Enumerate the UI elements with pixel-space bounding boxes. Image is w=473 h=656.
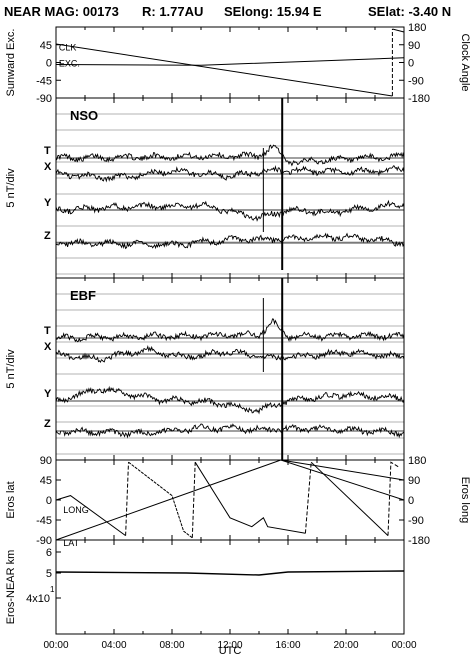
eros-lat-annotation: LAT xyxy=(63,538,79,548)
eros-long-ytick-label: -180 xyxy=(408,535,430,547)
eros-long-axis-label: Eros long xyxy=(459,477,471,523)
sunward-ytick-label: 45 xyxy=(40,40,52,52)
selong-label: SElong: 15.94 E xyxy=(224,4,322,19)
ebf-trace-T xyxy=(55,318,405,343)
exc-annotation: EXC. xyxy=(59,58,80,68)
eros-long-wrap-2 xyxy=(191,462,196,538)
eros-long-ytick-label: -90 xyxy=(408,515,424,527)
eros-near-panel-frame xyxy=(55,539,405,635)
nso-trace-Z xyxy=(55,232,405,250)
eros-long-ytick-label: 0 xyxy=(408,495,414,507)
eros-lat-ytick-label: 45 xyxy=(40,475,52,487)
nso-trace-label: Z xyxy=(44,230,51,242)
plot-header: NEAR MAG: 00173 R: 1.77AU SElong: 15.94 … xyxy=(0,0,473,22)
clock-ytick-label: 0 xyxy=(408,58,414,70)
eros-long-segment-2 xyxy=(128,461,193,539)
exc-series-line xyxy=(55,57,405,66)
eros-long-wrap-4 xyxy=(387,461,399,536)
nso-trace-label: Y xyxy=(44,197,52,209)
sunward-ytick-label: -45 xyxy=(36,75,52,87)
ebf-trace-label: T xyxy=(44,325,51,337)
clock-ytick-label: 90 xyxy=(408,40,420,52)
eros-near-ytick-label: 6 xyxy=(46,547,52,559)
utc-tick-label: 00:00 xyxy=(43,640,68,651)
ebf-trace-Y xyxy=(55,385,405,415)
ebf-trace-label: Z xyxy=(44,418,51,430)
clock-ytick-label: -90 xyxy=(408,75,424,87)
utc-tick-label: 20:00 xyxy=(333,640,358,651)
range-label: R: 1.77AU xyxy=(142,4,204,19)
ebf-trace-label: Y xyxy=(44,388,52,400)
eros-long-wrap-1 xyxy=(125,462,129,536)
eros-lat-ytick-label: 90 xyxy=(40,455,52,467)
eros-long-segment-1 xyxy=(55,495,126,537)
eros-long-wrap-3 xyxy=(304,462,312,534)
utc-tick-label: 04:00 xyxy=(101,640,126,651)
ebf-trace-label: X xyxy=(44,341,52,353)
sunward-axis-label: Sunward Exc. xyxy=(5,29,17,97)
eros-near-ytick-exponent: 1 xyxy=(50,585,55,594)
nso-panel-frame xyxy=(55,97,405,279)
nso-trace-label: T xyxy=(44,145,51,157)
ebf-panel-frame xyxy=(55,277,405,461)
eros-long-ytick-label: 90 xyxy=(408,475,420,487)
eros-long-segment-3 xyxy=(194,461,306,534)
eros-long-segment-4 xyxy=(310,461,389,536)
eros-near-distance-series xyxy=(55,570,405,576)
eros-lat-axis-label: Eros lat xyxy=(5,481,17,518)
sunward-ytick-label: -90 xyxy=(36,93,52,105)
eros-near-ytick-label: 5 xyxy=(46,568,52,580)
nso-axis-label: 5 nT/div xyxy=(5,168,17,208)
eros-lat-ytick-label: -90 xyxy=(36,535,52,547)
eros-long-annotation: LONG xyxy=(63,505,89,515)
nso-panel-title: NSO xyxy=(70,108,98,123)
clock-ytick-label: 180 xyxy=(408,22,426,34)
eros-lat-ytick-label: 0 xyxy=(46,495,52,507)
nso-trace-Y xyxy=(55,199,405,222)
selat-label: SElat: -3.40 N xyxy=(368,4,452,19)
eros-long-upper-line xyxy=(280,459,405,481)
utc-tick-label: 08:00 xyxy=(159,640,184,651)
utc-tick-label: 16:00 xyxy=(275,640,300,651)
clk-series-tail xyxy=(392,28,405,33)
eros-near-axis-label: Eros-NEAR km xyxy=(5,550,17,625)
nso-trace-label: X xyxy=(44,161,52,173)
nso-trace-T xyxy=(55,144,405,167)
nso-trace-X xyxy=(55,164,405,183)
clock-axis-label: Clock Angle xyxy=(459,33,471,91)
mission-label: NEAR MAG: 00173 xyxy=(4,4,119,19)
ebf-trace-Z xyxy=(55,423,405,439)
ebf-panel-title: EBF xyxy=(70,288,96,303)
clk-annotation: CLK xyxy=(59,43,77,53)
clock-ytick-label: -180 xyxy=(408,93,430,105)
ebf-axis-label: 5 nT/div xyxy=(5,349,17,389)
eros-near-ytick-label: 4x10 xyxy=(26,593,50,605)
eros-lat-ytick-label: -45 xyxy=(36,515,52,527)
clk-series-line xyxy=(55,43,393,97)
utc-tick-label: 00:00 xyxy=(391,640,416,651)
ebf-trace-X xyxy=(55,345,405,364)
utc-tick-label: 12:00 xyxy=(217,640,242,651)
sunward-ytick-label: 0 xyxy=(46,58,52,70)
eros-long-ytick-label: 180 xyxy=(408,455,426,467)
sunward-panel-frame xyxy=(55,26,405,99)
utc-axis-label: UTC xyxy=(219,645,242,656)
